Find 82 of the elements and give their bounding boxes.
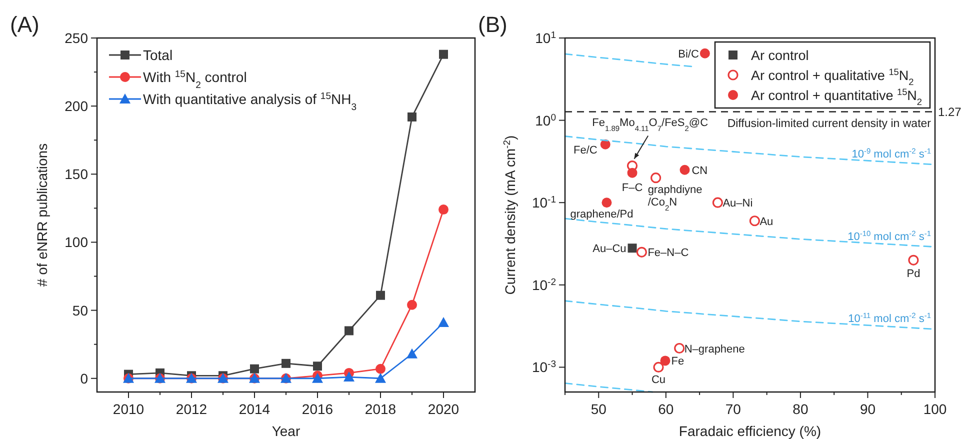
x-tick-label: 80 bbox=[792, 401, 808, 417]
y-tick-label: 10$^{0}$ bbox=[535, 112, 556, 128]
text: Fe$_{1.89}$Mo$_{4.11}$O$_{7}$/FeS$_{2}$@C bbox=[592, 116, 708, 132]
annotation: Au–Cu bbox=[592, 243, 626, 256]
point bbox=[438, 317, 449, 328]
legend-label: Ar control bbox=[751, 48, 809, 63]
annotation: Fe bbox=[671, 356, 684, 368]
ref-line-label: 1.27 bbox=[938, 104, 962, 119]
chart-title: (B) bbox=[478, 12, 508, 37]
series-label: 10$^{-9}$ mol cm$^{-2}$ s$^{-1}$ bbox=[852, 146, 931, 161]
point bbox=[376, 290, 385, 300]
legend-label: With quantitative analysis of $^{15}$NH$_{3}$ bbox=[143, 90, 357, 112]
point bbox=[749, 216, 760, 226]
x-tick-label: 2018 bbox=[364, 401, 396, 417]
y-tick-label: 10$^{-2}$ bbox=[532, 276, 556, 293]
x-tick-label: 2014 bbox=[238, 401, 270, 417]
annotation: Fe/C bbox=[574, 144, 598, 156]
y-tick-label: 150 bbox=[64, 166, 88, 182]
point bbox=[712, 197, 724, 208]
annotation: CN bbox=[692, 164, 708, 177]
point bbox=[660, 356, 670, 366]
x-tick-label: 60 bbox=[658, 401, 674, 417]
y-tick-label: 10$^{-3}$ bbox=[532, 358, 556, 376]
annotation: Cu bbox=[651, 374, 666, 386]
point bbox=[375, 372, 386, 383]
point bbox=[602, 198, 612, 208]
annotation: Fe–N–C bbox=[648, 247, 689, 260]
point bbox=[650, 172, 662, 184]
annotation: Bi/C bbox=[678, 48, 699, 60]
point bbox=[407, 300, 417, 310]
point bbox=[700, 48, 710, 58]
annotation: N–graphene bbox=[684, 343, 745, 356]
chart-title: (A) bbox=[10, 12, 40, 37]
point bbox=[313, 362, 322, 371]
point bbox=[680, 164, 690, 175]
annotation: Diffusion-limited current density in water bbox=[727, 118, 932, 130]
x-tick-label: 2016 bbox=[302, 401, 334, 417]
y-tick-label: 10$^{1}$ bbox=[535, 30, 556, 46]
point bbox=[250, 364, 259, 374]
point bbox=[344, 372, 354, 382]
legend-label: With $^{15}$N$_{2}$ control bbox=[143, 68, 247, 90]
point bbox=[908, 254, 919, 266]
x-tick-label: 70 bbox=[725, 401, 742, 417]
point bbox=[408, 112, 416, 122]
x-tick-label: 2012 bbox=[176, 401, 208, 417]
legend-label: Ar control + quantitative $^{15}$N$_{2}$ bbox=[751, 87, 922, 107]
point bbox=[628, 244, 637, 253]
annotation: graphene/Pd bbox=[570, 208, 634, 221]
x-tick-label: 90 bbox=[860, 401, 876, 417]
y-tick-label: 50 bbox=[72, 302, 88, 318]
x-tick-label: 50 bbox=[590, 401, 607, 417]
legend-label: Ar control + qualitative $^{15}$N$_{2}$ bbox=[751, 67, 914, 87]
x-tick-label: 100 bbox=[923, 401, 947, 417]
point bbox=[282, 358, 290, 368]
series-label: 10$^{-11}$ mol cm$^{-2}$ s$^{-1}$ bbox=[848, 310, 931, 326]
point bbox=[376, 364, 386, 374]
point bbox=[653, 362, 664, 373]
annotation: Au–Ni bbox=[722, 198, 753, 210]
line-series bbox=[564, 382, 654, 393]
y-tick-label: 100 bbox=[64, 234, 88, 250]
x-tick-label: 2020 bbox=[428, 401, 460, 417]
x-axis-title: Faradaic efficiency (%) bbox=[678, 423, 822, 439]
series-label: 10$^{-10}$ mol cm$^{-2}$ s$^{-1}$ bbox=[848, 228, 931, 243]
annotation: graphdiyne /Co$_{2}$N bbox=[648, 184, 702, 212]
legend-label: Total bbox=[143, 47, 173, 63]
y-axis-title: # of eNRR publications bbox=[34, 143, 50, 287]
y-tick-label: 0 bbox=[80, 370, 88, 386]
point bbox=[674, 342, 685, 354]
point bbox=[438, 204, 448, 215]
x-axis-title: Year bbox=[272, 423, 300, 439]
annotation: F–C bbox=[622, 182, 643, 194]
annotation: Pd bbox=[906, 268, 920, 280]
point bbox=[627, 168, 638, 178]
x-tick-label: 2010 bbox=[112, 401, 144, 417]
point bbox=[439, 50, 448, 59]
point bbox=[344, 326, 354, 336]
point bbox=[406, 348, 418, 358]
y-tick-label: 10$^{-1}$ bbox=[532, 194, 556, 211]
y-tick-label: 250 bbox=[64, 30, 88, 46]
annotation: Au bbox=[760, 216, 774, 228]
y-tick-label: 200 bbox=[64, 98, 88, 114]
point bbox=[636, 246, 647, 258]
